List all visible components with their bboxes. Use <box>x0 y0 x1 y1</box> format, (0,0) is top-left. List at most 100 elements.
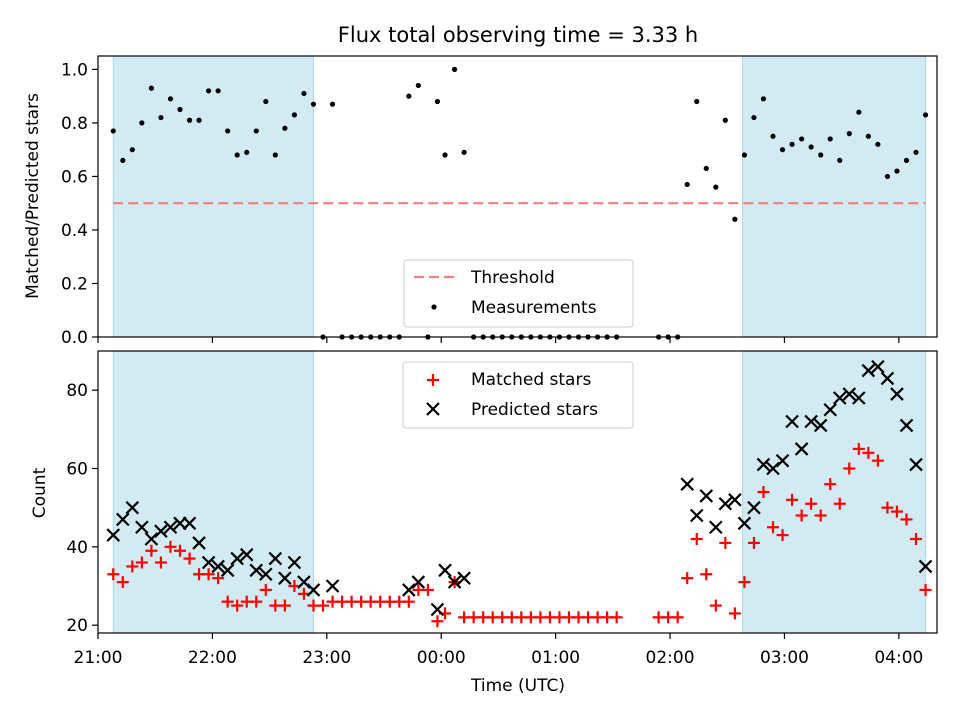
predicted-star-point <box>737 516 752 531</box>
predicted-star-point <box>106 528 121 542</box>
predicted-star-point <box>909 457 923 472</box>
top-y-ticks: 0.0 0.2 0.4 0.6 0.8 1.0 <box>61 60 98 348</box>
predicted-star-point <box>125 500 140 515</box>
predicted-star-point <box>154 524 168 538</box>
predicted-star-point <box>747 500 761 515</box>
matched-star-point <box>116 576 129 589</box>
top-y-tick-label: 0.8 <box>61 114 88 134</box>
measurement-point <box>875 141 881 147</box>
predicted-star-point <box>899 418 914 433</box>
predicted-star-point <box>297 575 311 589</box>
predicted-star-point <box>144 532 159 546</box>
predicted-star-point <box>163 520 178 535</box>
predicted-star-point <box>135 520 149 535</box>
legend-matched-label: Matched stars <box>471 370 591 390</box>
top-y-tick-label: 1.0 <box>61 60 88 80</box>
measurement-point <box>808 144 814 150</box>
measurement-point <box>263 98 269 105</box>
predicted-star-point <box>718 496 733 511</box>
predicted-star-point <box>239 547 254 562</box>
predicted-star-point <box>813 418 828 433</box>
measurement-point <box>310 101 317 107</box>
matched-star-point <box>690 533 703 545</box>
measurement-points <box>110 66 929 340</box>
measurement-point <box>827 136 833 142</box>
measurement-point <box>415 82 421 89</box>
top-x-ticks <box>97 337 900 343</box>
predicted-star-point <box>287 555 302 570</box>
bottom-x-tick-label: 00:00 <box>417 648 466 668</box>
matched-star-point <box>154 556 167 569</box>
bottom-y-axis-label: Count <box>30 467 50 518</box>
bottom-x-tick-label: 22:00 <box>188 648 237 668</box>
top-y-tick-label: 0.4 <box>61 221 88 241</box>
predicted-star-point <box>249 563 264 578</box>
predicted-star-point <box>890 387 904 401</box>
top-shaded-regions <box>112 55 927 338</box>
predicted-star-point <box>230 551 244 566</box>
predicted-star-point <box>220 563 235 578</box>
matched-star-point <box>402 595 415 608</box>
measurement-point <box>760 96 767 102</box>
predicted-star-point <box>411 575 426 589</box>
matched-star-point <box>767 521 780 534</box>
measurement-point <box>703 165 709 171</box>
measurement-point <box>751 114 757 121</box>
matched-star-point <box>824 478 837 491</box>
top-panel: 0.0 0.2 0.4 0.6 0.8 1.0 Matched/Predicted sta… <box>23 55 938 348</box>
predicted-star-point <box>680 477 694 491</box>
measurement-point <box>167 96 174 102</box>
matched-star-point <box>795 509 808 522</box>
predicted-star-point <box>756 457 771 472</box>
predicted-star-point <box>728 493 742 507</box>
measurement-point <box>291 112 298 118</box>
x-axis-label: Time (UTC) <box>470 676 565 696</box>
bottom-shade-region <box>112 350 314 634</box>
matched-star-point <box>135 556 148 569</box>
top-y-tick-label: 0.2 <box>61 274 88 294</box>
matched-star-point <box>728 607 741 620</box>
predicted-star-point <box>699 489 714 503</box>
measurement-point <box>713 184 719 190</box>
matched-star-point <box>786 493 799 506</box>
bottom-y-tick-label: 40 <box>66 538 88 558</box>
matched-stars-points <box>107 442 932 628</box>
measurement-point <box>120 157 126 163</box>
bottom-shade-region <box>742 350 927 634</box>
top-y-tick-label: 0.6 <box>61 167 88 187</box>
matched-star-point <box>126 560 139 573</box>
matched-star-point <box>900 513 913 526</box>
measurement-point <box>205 88 212 94</box>
measurement-point <box>196 117 202 123</box>
measurement-point <box>865 133 871 139</box>
predicted-stars-points <box>106 359 933 617</box>
bottom-legend: Matched stars Predicted stars <box>402 361 634 429</box>
predicted-star-point <box>447 575 462 589</box>
matched-star-point <box>919 583 932 596</box>
matched-star-point <box>719 536 732 549</box>
top-legend: Threshold Measurements <box>403 259 634 328</box>
measurement-point <box>215 88 221 94</box>
predicted-star-point <box>785 414 799 429</box>
predicted-star-point <box>871 359 885 374</box>
matched-star-point <box>843 462 856 475</box>
bottom-x-tick-label: 21:00 <box>74 648 123 668</box>
measurement-point <box>434 98 441 105</box>
measurement-point <box>818 152 824 158</box>
measurement-point <box>903 157 910 163</box>
legend-threshold-label: Threshold <box>470 268 555 288</box>
matched-star-point <box>107 568 120 581</box>
predicted-star-point <box>823 402 837 417</box>
matched-star-point <box>910 533 923 545</box>
measurement-point <box>186 117 193 123</box>
matched-star-point <box>747 536 760 549</box>
bottom-y-tick-label: 20 <box>66 616 88 636</box>
predicted-star-point <box>457 571 471 585</box>
bottom-panel: 20 40 60 80 21:00 22:00 23:00 00:00 01:00 02:00 0… <box>30 350 938 696</box>
matched-star-point <box>145 544 158 557</box>
matched-star-point <box>421 583 434 596</box>
measurement-point <box>225 128 231 134</box>
predicted-star-point <box>689 508 704 523</box>
predicted-star-point <box>709 520 723 535</box>
